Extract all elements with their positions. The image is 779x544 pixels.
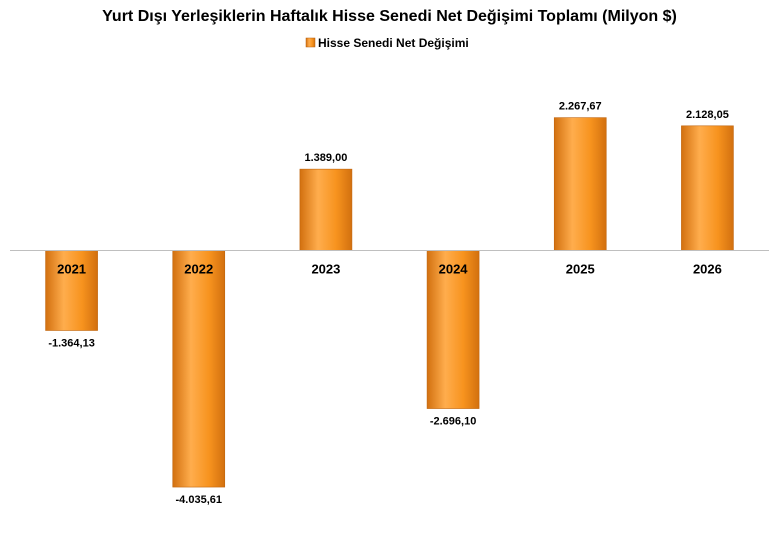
bar-2022 xyxy=(172,250,226,488)
x-tick-label: 2026 xyxy=(693,262,722,277)
bar-2025 xyxy=(553,117,607,251)
chart-title: Yurt Dışı Yerleşiklerin Haftalık Hisse S… xyxy=(102,8,677,25)
data-label: 2.128,05 xyxy=(686,109,729,121)
bar-2026 xyxy=(681,125,734,251)
x-tick-label: 2024 xyxy=(439,262,469,277)
bar-2024 xyxy=(426,250,480,409)
x-tick-label: 2022 xyxy=(184,262,213,277)
bar-2023 xyxy=(299,168,353,251)
category-ticks: 2021 2022 2023 2024 2025 2026 xyxy=(57,262,722,277)
data-label: -2.696,10 xyxy=(430,416,476,428)
x-tick-label: 2023 xyxy=(311,262,340,277)
data-labels: -1.364,13 -4.035,61 1.389,00 -2.696,10 2.267… xyxy=(48,101,728,506)
legend-label: Hisse Senedi Net Değişimi xyxy=(318,36,469,50)
data-label: 1.389,00 xyxy=(305,152,348,164)
x-tick-label: 2021 xyxy=(57,262,86,277)
bars-group xyxy=(45,117,734,488)
legend-swatch xyxy=(305,37,316,48)
data-label: -1.364,13 xyxy=(48,337,94,349)
data-label: -4.035,61 xyxy=(176,494,222,506)
legend: Hisse Senedi Net Değişimi xyxy=(305,36,469,50)
bar-2021 xyxy=(45,250,98,331)
data-label: 2.267,67 xyxy=(559,101,602,113)
x-tick-label: 2025 xyxy=(566,262,595,277)
